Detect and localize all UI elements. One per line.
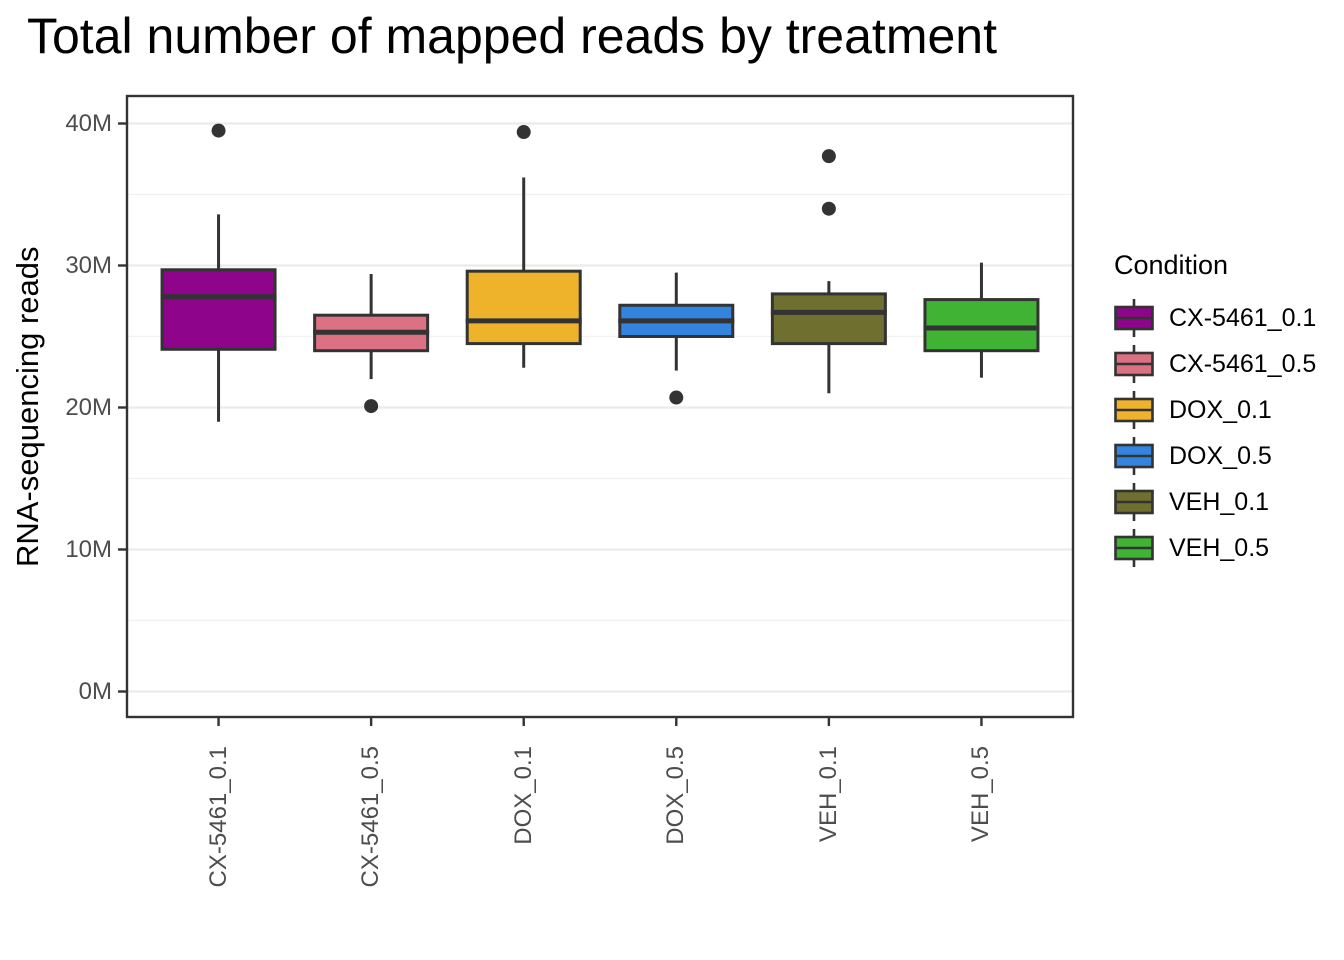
x-tick-label-VEH_0.1: VEH_0.1 <box>814 746 842 843</box>
legend-item-label: DOX_0.5 <box>1169 441 1272 470</box>
outlier-point-VEH_0.1 <box>821 201 836 216</box>
legend-item-DOX_0.1: DOX_0.1 <box>1112 387 1316 433</box>
boxplot-box-VEH_0.5 <box>923 298 1040 353</box>
legend-item-label: VEH_0.5 <box>1169 533 1270 562</box>
x-tick-label-DOX_0.1: DOX_0.1 <box>509 746 537 845</box>
y-tick-label-20M: 20M <box>65 393 112 421</box>
outlier-point-CX-5461_0.1 <box>211 123 226 138</box>
legend-key-boxplot-icon <box>1114 483 1154 521</box>
legend-items: CX-5461_0.1 CX-5461_0.5 DOX_0.1 DOX_0.5 VEH_… <box>1112 295 1316 571</box>
legend-item-label: CX-5461_0.5 <box>1169 349 1317 378</box>
legend-key-boxplot-icon <box>1114 437 1154 475</box>
x-tick-label-DOX_0.5: DOX_0.5 <box>662 746 690 845</box>
legend-item-VEH_0.5: VEH_0.5 <box>1112 525 1316 571</box>
legend-item-DOX_0.5: DOX_0.5 <box>1112 433 1316 479</box>
legend-item-label: VEH_0.1 <box>1169 487 1270 516</box>
legend-item-label: CX-5461_0.1 <box>1169 303 1317 332</box>
x-tick-label-CX-5461_0.1: CX-5461_0.1 <box>204 746 232 888</box>
panel-border <box>125 94 1075 719</box>
y-tick-label-40M: 40M <box>65 109 112 137</box>
legend-key-boxplot-icon <box>1114 299 1154 337</box>
y-tick-label-0M: 0M <box>78 677 112 705</box>
legend-item-CX-5461_0.5: CX-5461_0.5 <box>1112 341 1316 387</box>
x-tick-label-CX-5461_0.5: CX-5461_0.5 <box>357 746 385 888</box>
outlier-point-VEH_0.1 <box>821 149 836 164</box>
boxplot-box-DOX_0.1 <box>465 269 582 346</box>
y-tick-label-30M: 30M <box>65 251 112 279</box>
legend-key-boxplot-icon <box>1114 529 1154 567</box>
legend-item-VEH_0.1: VEH_0.1 <box>1112 479 1316 525</box>
y-tick-label-10M: 10M <box>65 535 112 563</box>
legend-key-boxplot-icon <box>1114 345 1154 383</box>
boxplot-box-CX-5461_0.1 <box>160 268 277 351</box>
legend-item-label: DOX_0.1 <box>1169 395 1272 424</box>
legend: Condition CX-5461_0.1 CX-5461_0.5 DOX_0.1 D… <box>1112 250 1316 571</box>
x-tick-label-VEH_0.5: VEH_0.5 <box>967 746 995 843</box>
legend-key-boxplot-icon <box>1114 391 1154 429</box>
legend-title: Condition <box>1114 250 1229 280</box>
boxplot-box-VEH_0.1 <box>770 292 887 346</box>
outlier-point-CX-5461_0.5 <box>364 399 379 414</box>
legend-item-CX-5461_0.1: CX-5461_0.1 <box>1112 295 1316 341</box>
chart-title: Total number of mapped reads by treatmen… <box>27 8 997 64</box>
outlier-point-DOX_0.1 <box>516 125 531 140</box>
outlier-point-DOX_0.5 <box>669 390 684 405</box>
